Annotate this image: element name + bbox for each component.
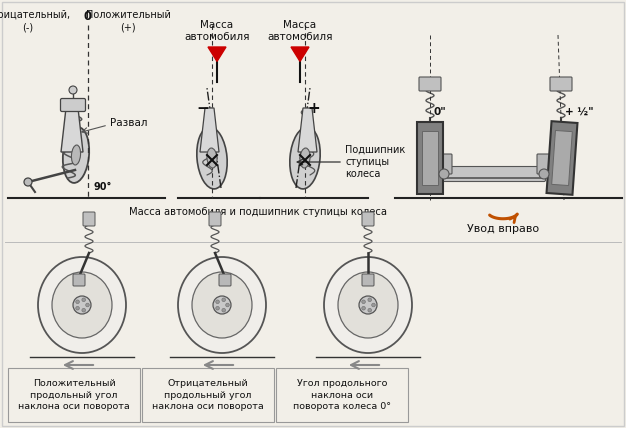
Bar [142,368,274,422]
Text: Подшипник
ступицы
колеса: Подшипник ступицы колеса [345,145,405,179]
Text: 0": 0" [433,107,446,117]
Circle shape [76,300,80,303]
Text: Положительный
(+): Положительный (+) [86,10,170,33]
Polygon shape [552,131,572,185]
Circle shape [222,309,225,312]
Ellipse shape [338,272,398,338]
Text: 0: 0 [84,10,92,23]
Text: Положительный
продольный угол
наклона оси поворота: Положительный продольный угол наклона ос… [18,379,130,411]
Circle shape [359,296,377,314]
Circle shape [226,303,229,307]
Polygon shape [200,108,219,152]
Text: Масса
автомобиля: Масса автомобиля [184,21,250,42]
Circle shape [362,300,366,303]
Ellipse shape [192,272,252,338]
Circle shape [86,303,90,307]
Circle shape [216,300,219,303]
Ellipse shape [300,148,310,168]
Text: −: − [197,101,209,116]
Circle shape [76,306,80,310]
FancyBboxPatch shape [83,212,95,226]
Text: Развал: Развал [110,118,148,128]
FancyBboxPatch shape [362,212,374,226]
FancyBboxPatch shape [419,77,441,91]
Circle shape [372,303,376,307]
Circle shape [362,306,366,310]
Ellipse shape [290,127,320,189]
Circle shape [222,298,225,302]
FancyBboxPatch shape [209,212,221,226]
Ellipse shape [71,145,81,165]
Polygon shape [61,108,83,152]
Circle shape [82,309,86,312]
Polygon shape [298,108,317,152]
Circle shape [216,306,219,310]
Circle shape [368,309,371,312]
Ellipse shape [178,257,266,353]
Ellipse shape [52,272,112,338]
FancyBboxPatch shape [443,166,545,181]
Circle shape [539,169,549,179]
Ellipse shape [324,257,412,353]
FancyBboxPatch shape [537,154,555,174]
Polygon shape [546,121,577,195]
Ellipse shape [207,148,217,168]
Text: Масса автомобиля и подшипник ступицы колеса: Масса автомобиля и подшипник ступицы кол… [129,207,387,217]
Text: Отрицательный,
(-): Отрицательный, (-) [0,10,71,33]
Ellipse shape [38,257,126,353]
Polygon shape [291,47,309,61]
Text: Отрицательный
продольный угол
наклона оси поворота: Отрицательный продольный угол наклона ос… [152,379,264,411]
Text: Увод вправо: Увод вправо [467,224,539,234]
Polygon shape [417,122,443,194]
Circle shape [368,298,371,302]
FancyBboxPatch shape [219,274,231,286]
Bar [8,368,140,422]
Circle shape [213,296,231,314]
FancyBboxPatch shape [550,77,572,91]
Circle shape [24,178,32,186]
Bar [276,368,408,422]
FancyBboxPatch shape [73,274,85,286]
Polygon shape [421,131,438,185]
Ellipse shape [63,127,89,183]
Circle shape [69,86,77,94]
Text: Угол продольного
наклона оси
поворота колеса 0°: Угол продольного наклона оси поворота ко… [293,379,391,411]
Polygon shape [208,47,226,61]
Circle shape [439,169,449,179]
Text: + ½": + ½" [565,107,593,117]
Text: +: + [307,101,321,116]
Ellipse shape [197,127,227,189]
Text: 90°: 90° [94,182,113,192]
FancyBboxPatch shape [362,274,374,286]
FancyBboxPatch shape [61,98,86,112]
Circle shape [82,298,86,302]
FancyBboxPatch shape [434,154,452,174]
Circle shape [73,296,91,314]
Text: Масса
автомобиля: Масса автомобиля [267,21,333,42]
